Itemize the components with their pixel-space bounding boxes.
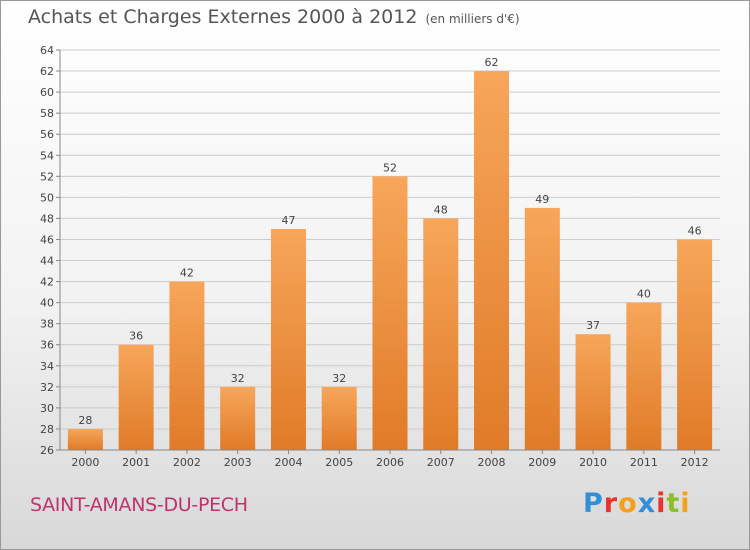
bar-value-label: 32: [332, 372, 346, 385]
bar: [423, 218, 459, 450]
y-tick-label: 62: [40, 65, 54, 78]
x-tick-label: 2008: [478, 456, 506, 469]
x-tick-label: 2011: [630, 456, 658, 469]
y-tick-label: 28: [40, 423, 54, 436]
bar: [575, 334, 611, 450]
y-tick-label: 48: [40, 212, 54, 225]
x-tick-label: 2001: [122, 456, 150, 469]
title-unit: (en milliers d'€): [425, 12, 520, 26]
bar-value-label: 40: [637, 288, 651, 301]
y-tick-label: 56: [40, 128, 54, 141]
bar-value-label: 46: [688, 224, 702, 237]
bar-layer: 28 36 42 32 47 32 52 48 62 49 37 40 46: [67, 56, 713, 450]
bar-value-label: 52: [383, 161, 397, 174]
bar-value-label: 62: [485, 56, 499, 69]
x-tick-label: 2007: [427, 456, 455, 469]
bar: [67, 428, 103, 450]
y-tick-label: 38: [40, 318, 54, 331]
proxiti-logo: Proxiti: [583, 488, 691, 519]
axis-layer: 26 28 30 32 34 36 38 40 42 44 46 48 50 52 54 56 58 60 62 64…: [40, 44, 720, 469]
bar: [677, 239, 713, 450]
y-tick-label: 46: [40, 233, 54, 246]
y-tick-label: 64: [40, 44, 54, 57]
x-tick-label: 2000: [71, 456, 99, 469]
y-tick-label: 30: [40, 402, 54, 415]
y-tick-label: 34: [40, 360, 54, 373]
bar: [169, 281, 205, 450]
bar: [220, 386, 256, 450]
title-text: Achats et Charges Externes 2000 à 2012: [28, 6, 418, 28]
y-tick-label: 26: [40, 444, 54, 457]
y-tick-label: 32: [40, 381, 54, 394]
bar: [372, 176, 408, 450]
bar-value-label: 42: [180, 267, 194, 280]
x-tick-label: 2006: [376, 456, 404, 469]
bar-value-label: 47: [281, 214, 295, 227]
bar-value-label: 32: [231, 372, 245, 385]
bar: [321, 386, 357, 450]
bar-value-label: 28: [78, 414, 92, 427]
y-tick-label: 50: [40, 191, 54, 204]
y-tick-label: 58: [40, 107, 54, 120]
x-tick-label: 2002: [173, 456, 201, 469]
x-tick-label: 2010: [579, 456, 607, 469]
x-tick-label: 2003: [224, 456, 252, 469]
bar-value-label: 48: [434, 203, 448, 216]
y-tick-label: 44: [40, 255, 54, 268]
x-tick-label: 2009: [528, 456, 556, 469]
y-tick-label: 36: [40, 339, 54, 352]
bar: [118, 344, 154, 450]
chart-title: Achats et Charges Externes 2000 à 2012 (e…: [28, 6, 520, 28]
y-tick-label: 60: [40, 86, 54, 99]
x-tick-label: 2012: [681, 456, 709, 469]
y-tick-label: 54: [40, 149, 54, 162]
bar: [270, 228, 306, 450]
bar: [524, 207, 560, 450]
city-name: SAINT-AMANS-DU-PECH: [30, 494, 248, 516]
bar-value-label: 37: [586, 319, 600, 332]
bar: [474, 71, 510, 450]
y-tick-label: 42: [40, 276, 54, 289]
x-tick-label: 2004: [274, 456, 302, 469]
bar: [626, 302, 662, 450]
y-tick-label: 40: [40, 297, 54, 310]
x-tick-label: 2005: [325, 456, 353, 469]
bar-value-label: 36: [129, 330, 143, 343]
y-tick-label: 52: [40, 170, 54, 183]
bar-value-label: 49: [535, 193, 549, 206]
